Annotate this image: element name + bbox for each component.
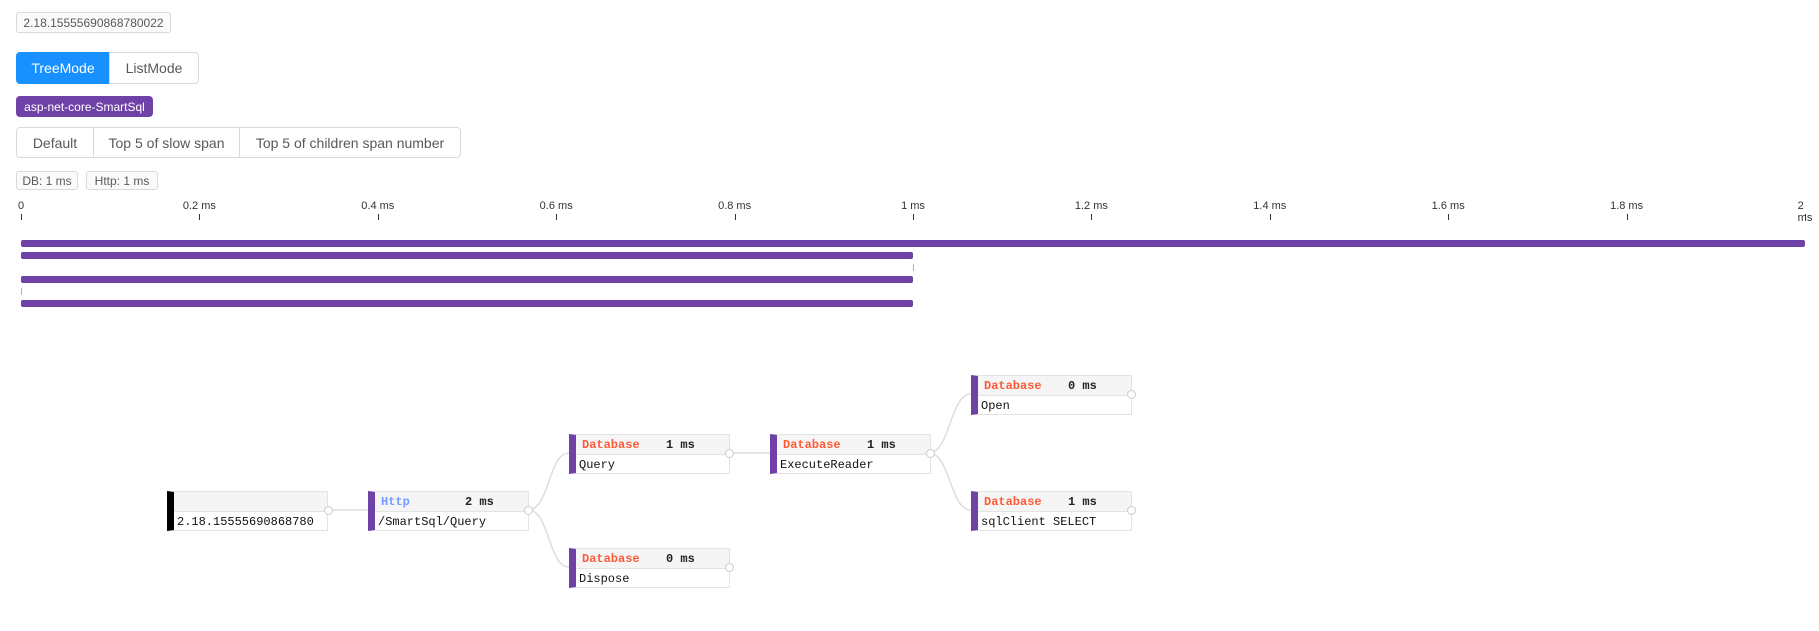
http-stat-tag: Http: 1 ms [86, 171, 158, 190]
tick-mark [1091, 214, 1093, 220]
span-type: Database [783, 437, 841, 452]
node-name: 2.18.15555690868780 [177, 514, 314, 529]
span-type: Database [984, 494, 1042, 509]
tick-label: 0 [17, 200, 25, 212]
tick-mark [1448, 214, 1450, 220]
span-bar[interactable] [913, 264, 914, 271]
span-type: Database [582, 437, 640, 452]
span-name: Open [981, 398, 1010, 413]
tick-label: 1.6 ms [1431, 200, 1465, 212]
tick-mark [1269, 214, 1271, 220]
expand-handle[interactable] [926, 449, 935, 458]
tree-node-select[interactable]: Database 1 ms sqlClient SELECT [971, 491, 1132, 531]
mode-toggle: TreeMode ListMode [16, 52, 199, 84]
tick-label: 1.8 ms [1610, 200, 1644, 212]
span-name: /SmartSql/Query [378, 514, 487, 529]
tree-node-query[interactable]: Database 1 ms Query [569, 434, 730, 474]
tree-root-node[interactable]: 2.18.15555690868780 [167, 491, 328, 531]
span-bar[interactable] [21, 240, 1805, 247]
span-name: Query [579, 457, 616, 472]
tick-mark [21, 214, 22, 220]
filter-slow-span[interactable]: Top 5 of slow span [93, 127, 240, 158]
service-tag[interactable]: asp-net-core-SmartSql [16, 96, 153, 117]
tick-mark [1805, 214, 1806, 220]
trace-id-tag: 2.18.15555690868780022 [16, 12, 171, 33]
tick-mark [913, 214, 914, 220]
span-name: sqlClient SELECT [981, 514, 1097, 529]
db-stat-tag: DB: 1 ms [16, 171, 78, 190]
link-http-query [527, 452, 570, 511]
expand-handle[interactable] [524, 506, 533, 515]
expand-handle[interactable] [1127, 390, 1136, 399]
span-type: Database [984, 378, 1042, 393]
tick-mark [377, 214, 379, 220]
span-type: Database [582, 551, 640, 566]
filter-default[interactable]: Default [16, 127, 94, 158]
tick-mark [556, 214, 558, 220]
link-exec-select [928, 452, 972, 511]
span-bar[interactable] [21, 252, 913, 259]
link-http-dispose [527, 509, 570, 568]
tick-mark [1626, 214, 1628, 220]
filter-children-span[interactable]: Top 5 of children span number [239, 127, 461, 158]
expand-handle[interactable] [725, 449, 734, 458]
tree-node-exec[interactable]: Database 1 ms ExecuteReader [770, 434, 931, 474]
tick-label: 0.2 ms [182, 200, 216, 212]
tree-node-http[interactable]: Http 2 ms/SmartSql/Query [368, 491, 529, 531]
expand-handle[interactable] [725, 563, 734, 572]
span-duration: 2 ms [465, 494, 494, 509]
span-name: ExecuteReader [780, 457, 874, 472]
expand-handle[interactable] [324, 506, 333, 515]
tick-mark [199, 214, 201, 220]
tick-label: 1.2 ms [1074, 200, 1108, 212]
span-duration: 1 ms [867, 437, 896, 452]
span-duration: 1 ms [666, 437, 695, 452]
span-name: Dispose [579, 571, 630, 586]
tick-label: 0.6 ms [539, 200, 573, 212]
span-duration: 1 ms [1068, 494, 1097, 509]
tick-label: 0.4 ms [361, 200, 395, 212]
filter-group: Default Top 5 of slow span Top 5 of chil… [16, 127, 461, 158]
tab-tree-mode[interactable]: TreeMode [16, 52, 110, 84]
expand-handle[interactable] [1127, 506, 1136, 515]
tick-label: 1 ms [901, 200, 925, 212]
tick-label: 0.8 ms [718, 200, 752, 212]
span-bar[interactable] [21, 276, 913, 283]
tab-list-mode[interactable]: ListMode [109, 52, 199, 84]
span-type: Http [381, 494, 410, 509]
link-exec-open [928, 393, 972, 454]
span-bar[interactable] [21, 300, 913, 307]
tick-mark [734, 214, 736, 220]
tree-node-open[interactable]: Database 0 ms Open [971, 375, 1132, 415]
timeline-chart: 0 0.2 ms 0.4 ms 0.6 ms 0.8 ms 1 ms 1.2 ms 1.4 m… [17, 200, 1812, 307]
tree-node-dispose[interactable]: Database 0 ms Dispose [569, 548, 730, 588]
span-bar[interactable] [21, 288, 22, 295]
tick-label: 1.4 ms [1253, 200, 1287, 212]
span-duration: 0 ms [666, 551, 695, 566]
span-duration: 0 ms [1068, 378, 1097, 393]
